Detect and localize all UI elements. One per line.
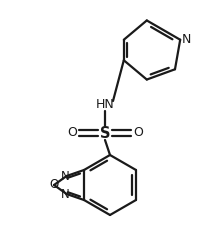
Text: O: O (49, 179, 59, 191)
Text: S: S (100, 125, 110, 141)
Text: O: O (133, 126, 143, 139)
Text: N: N (61, 187, 70, 200)
Text: N: N (61, 169, 70, 183)
Text: N: N (182, 33, 192, 46)
Text: O: O (67, 126, 77, 139)
Text: HN: HN (96, 98, 114, 112)
